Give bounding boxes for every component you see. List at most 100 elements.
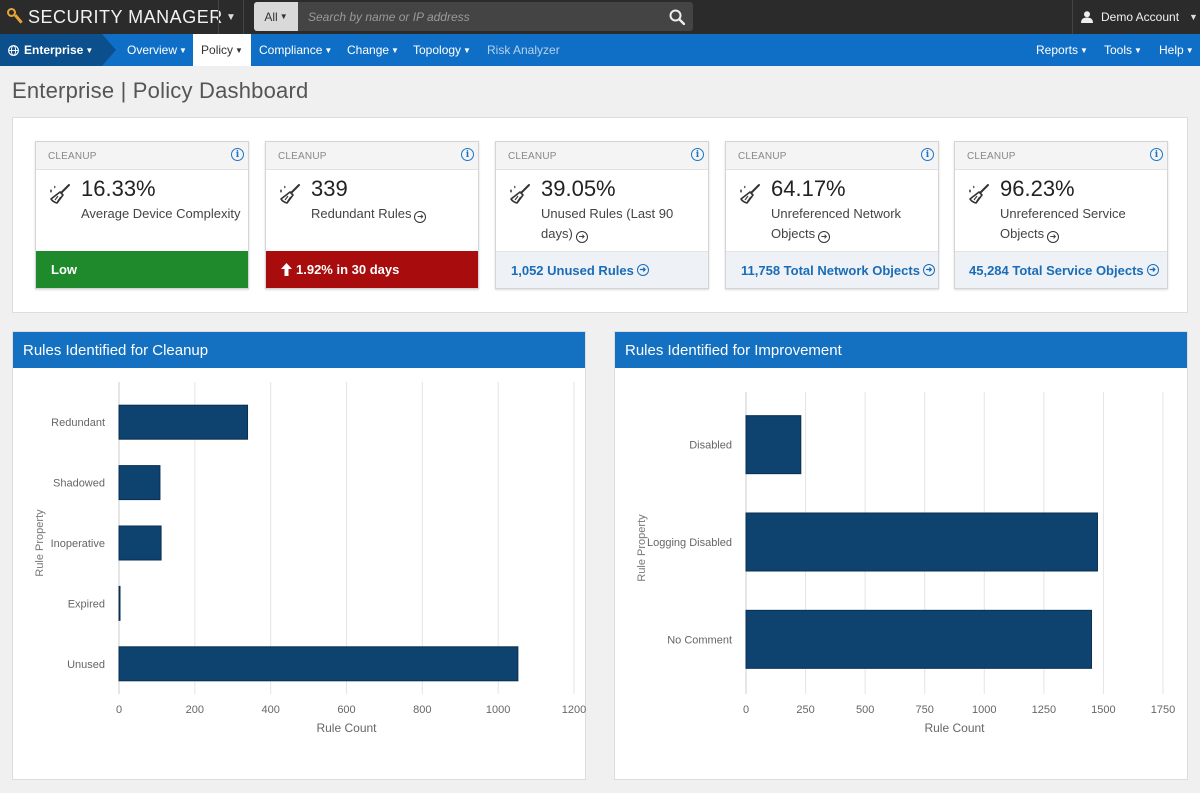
category-label: Shadowed [53,478,105,490]
key-logo-icon [6,7,24,27]
improvement-chart-panel: Rules Identified for Improvement 0 250 500… [614,331,1188,780]
bar[interactable] [745,512,1098,572]
card-footer-link[interactable]: 1,052 Unused Rules ➜ [496,251,708,288]
nav-compliance-label: Compliance [259,43,323,57]
card-header: CLEANUP i [496,142,708,170]
arrow-right-circle-icon: ➜ [636,264,649,276]
broom-icon [280,184,300,204]
search-scope-dropdown[interactable]: All ▼ [254,2,298,31]
app-switcher-chevron-icon[interactable]: ▼ [218,0,244,34]
cleanup-bar-chart: 0 200 400 600 800 1000 1200 Redundant Shadowed In… [34,382,586,735]
card-footer-link[interactable]: 45,284 Total Service Objects ➜ [955,251,1167,288]
nav-policy[interactable]: Policy ▼ [193,34,251,66]
card-value: 16.33% [81,176,156,201]
nav-topology-label: Topology [413,43,462,57]
brand[interactable]: SECURITY MANAGER [6,5,223,29]
chevron-down-icon: ▼ [279,12,288,21]
card-label[interactable]: Unreferenced Network Objects ➜ [771,204,921,244]
chevron-down-icon: ▼ [1134,45,1142,55]
chevron-down-icon: ▼ [1189,12,1198,22]
x-tick-label: 1200 [562,704,586,716]
nav-tools[interactable]: Tools ▼ [1104,34,1142,66]
bar[interactable] [118,525,162,561]
x-tick-label: 500 [856,704,874,716]
card-unreferenced-network-objects: CLEANUP i 64.17% Unreferenced Network Ob… [725,141,939,289]
search-icon[interactable] [661,2,693,31]
top-bar: SECURITY MANAGER ▼ All▼ Demo Account ▼ [0,0,1200,34]
nav-compliance[interactable]: Compliance ▼ [259,34,332,66]
card-unreferenced-service-objects: CLEANUP i 96.23% Unreferenced Service Ob… [954,141,1168,289]
category-label: Inoperative [51,538,105,550]
bar[interactable] [118,646,519,682]
nav-overview[interactable]: Overview ▼ [127,34,187,66]
chevron-down-icon: ▼ [1080,45,1088,55]
card-value: 339 [311,176,348,201]
card-redundant-rules: CLEANUP i 339 Redundant Rules ➜ 1.92% in … [265,141,479,289]
bar[interactable] [118,465,161,501]
bar[interactable] [118,404,249,440]
info-icon[interactable]: i [691,148,704,161]
card-label[interactable]: Unused Rules (Last 90 days) ➜ [541,204,691,244]
y-axis-title: Rule Property [34,509,46,577]
card-header: CLEANUP i [726,142,938,170]
arrow-right-circle-icon[interactable]: ➜ [1047,231,1060,243]
account-menu[interactable]: Demo Account ▼ [1072,0,1200,34]
chevron-down-icon: ▼ [85,45,94,55]
card-footer-text: Low [51,262,77,277]
card-header: CLEANUP i [36,142,248,170]
chevron-down-icon: ▼ [463,45,471,55]
x-tick-label: 1500 [1091,704,1115,716]
nav-tools-label: Tools [1104,43,1133,57]
nav-enterprise-label: Enterprise [24,43,84,57]
card-device-complexity: CLEANUP i 16.33% Average Device Complexi… [35,141,249,289]
info-icon[interactable]: i [1150,148,1163,161]
x-tick-label: 600 [337,704,355,716]
chevron-down-icon: ▼ [1185,45,1194,55]
card-footer-text: 1,052 Unused Rules [511,262,634,278]
chevron-down-icon: ▼ [391,45,399,55]
bar[interactable] [745,415,802,475]
broom-icon [510,184,530,204]
card-unused-rules: CLEANUP i 39.05% Unused Rules (Last 90 d… [495,141,709,289]
chevron-down-icon: ▼ [179,45,187,55]
info-icon[interactable]: i [461,148,474,161]
card-label-text: Unused Rules (Last 90 days) [541,206,674,241]
arrow-right-circle-icon[interactable]: ➜ [414,211,427,223]
nav-risk-analyzer-label: Risk Analyzer [487,43,560,57]
card-label: Average Device Complexity [81,204,241,224]
nav-risk-analyzer[interactable]: Risk Analyzer [487,34,560,66]
card-header: CLEANUP i [955,142,1167,170]
arrow-right-circle-icon[interactable]: ➜ [818,231,831,243]
x-tick-label: 1250 [1032,704,1056,716]
nav-enterprise[interactable]: Enterprise ▼ [0,34,116,66]
card-footer-text: 45,284 Total Service Objects [969,262,1144,278]
arrow-right-circle-icon[interactable]: ➜ [575,231,588,243]
chevron-down-icon: ▼ [235,45,243,55]
x-tick-label: 800 [413,704,431,716]
card-label[interactable]: Redundant Rules ➜ [311,204,471,224]
nav-help[interactable]: Help ▼ [1159,34,1194,66]
main-nav: Enterprise ▼ Overview ▼ Policy ▼ Compliance… [0,34,1200,66]
bar[interactable] [745,609,1093,669]
x-tick-label: 0 [743,704,749,716]
x-tick-label: 1000 [486,704,510,716]
nav-topology[interactable]: Topology ▼ [413,34,471,66]
chart-title: Rules Identified for Improvement [615,332,1187,368]
info-icon[interactable]: i [231,148,244,161]
search-input[interactable] [298,2,661,31]
x-tick-label: 0 [116,704,122,716]
nav-change[interactable]: Change ▼ [347,34,399,66]
cleanup-cards-panel: CLEANUP i 16.33% Average Device Complexi… [12,117,1188,313]
x-axis-title: Rule Count [924,721,985,735]
search-scope-label: All [264,9,278,24]
card-label[interactable]: Unreferenced Service Objects ➜ [1000,204,1150,244]
nav-reports[interactable]: Reports ▼ [1036,34,1088,66]
info-icon[interactable]: i [921,148,934,161]
card-category: CLEANUP [48,151,97,162]
card-footer-text: 11,758 Total Network Objects [741,262,920,278]
bar[interactable] [118,585,121,621]
card-footer-link[interactable]: 11,758 Total Network Objects ➜ [726,251,938,288]
card-value: 39.05% [541,176,616,201]
globe-icon [8,44,19,56]
x-tick-label: 1750 [1151,704,1175,716]
